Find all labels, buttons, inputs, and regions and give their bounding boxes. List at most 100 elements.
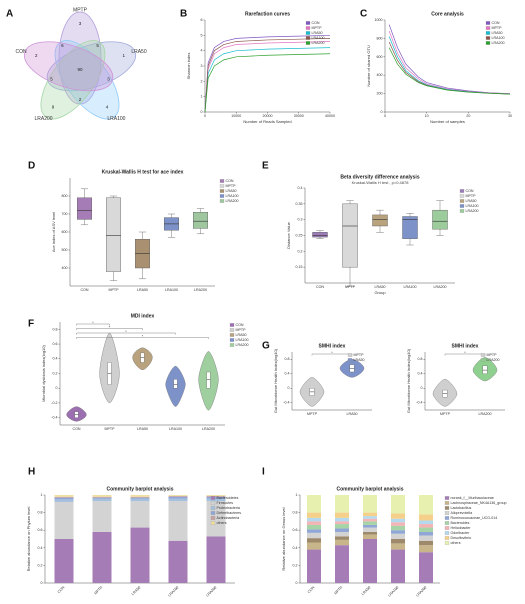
x-tick-label: MPTP <box>345 285 356 289</box>
legend-swatch <box>347 358 353 362</box>
x-tick-label: LRA200 <box>202 427 215 431</box>
box <box>432 209 448 230</box>
x-tick-label: LRA50 <box>131 586 142 597</box>
x-tick-label: LRA100 <box>404 285 417 289</box>
legend-label: MPTP <box>312 26 323 30</box>
legend-label: Bacteroidetes <box>217 496 239 500</box>
x-tick-label: LRA50 <box>361 586 372 597</box>
legend-swatch <box>459 194 465 198</box>
bar-segment <box>307 495 321 513</box>
legend-label: others <box>451 541 461 545</box>
y-axis-label: Number of shared OTU <box>366 45 371 87</box>
y-tick-label: 0.6 <box>38 528 43 532</box>
venn-set-label: LRA50 <box>131 49 147 55</box>
bar-segment <box>419 514 433 521</box>
legend-label: MPTP <box>487 353 498 357</box>
bar-segment <box>335 539 349 546</box>
legend-swatch <box>444 526 450 530</box>
legend-swatch <box>210 511 216 515</box>
significance-label: * <box>331 351 333 355</box>
y-tick-label: 600 <box>62 230 68 234</box>
venn-count: 5 <box>96 43 99 48</box>
y-tick-label: 0.35 <box>296 202 303 206</box>
bar-segment <box>335 536 349 540</box>
legend-swatch <box>229 338 235 342</box>
bar-segment <box>130 496 150 498</box>
bar-segment <box>168 495 188 496</box>
legend-swatch <box>485 36 491 40</box>
violin-box <box>173 379 178 389</box>
x-tick-label: CON <box>81 288 89 292</box>
bar-segment <box>391 533 405 539</box>
legend-swatch <box>480 358 486 362</box>
legend-swatch <box>480 353 486 357</box>
y-tick-label: 0.4 <box>418 372 423 376</box>
x-tick-label: LRA50 <box>347 412 358 416</box>
bar-segment <box>54 502 74 539</box>
y-tick-label: 0 <box>201 110 203 114</box>
chart-title: Rarefaction curves <box>245 11 290 17</box>
legend-swatch <box>459 204 465 208</box>
x-tick-label: 20000 <box>263 114 273 118</box>
chart-title: Core analysis <box>431 11 464 17</box>
y-tick-label: 0.4 <box>53 357 58 361</box>
x-tick-label: MPTP <box>307 412 318 416</box>
bar-segment <box>54 495 74 497</box>
bar-segment <box>168 498 188 502</box>
bar-segment <box>363 518 377 522</box>
legend-swatch <box>444 541 450 545</box>
y-tick-label: 0.4 <box>293 546 298 550</box>
significance-bracket <box>76 337 209 339</box>
legend-swatch <box>305 31 311 35</box>
y-tick-label: 0 <box>288 386 290 390</box>
bar-segment <box>307 512 321 518</box>
x-tick-label: LRA100 <box>165 288 178 292</box>
legend-swatch <box>444 496 450 500</box>
legend-swatch <box>219 189 225 193</box>
y-tick-label: 0.6 <box>293 528 298 532</box>
legend-label: Lachnospiraceae_NK4A136_group <box>451 501 507 505</box>
venn-count: 9 <box>52 104 55 109</box>
legend-swatch <box>444 501 450 505</box>
legend-swatch <box>459 199 465 203</box>
panel-letter: B <box>180 9 187 20</box>
bar-segment <box>307 549 321 583</box>
x-tick-label: LRA50 <box>375 285 386 289</box>
legend-swatch <box>219 194 225 198</box>
bar-segment <box>391 525 405 531</box>
box <box>106 197 121 272</box>
box <box>193 211 208 229</box>
legend-label: Proteobacteria <box>217 506 240 510</box>
x-tick-label: 40000 <box>325 114 335 118</box>
legend-label: LRA50 <box>354 358 365 362</box>
bar-segment <box>206 501 226 537</box>
legend-swatch <box>219 179 225 183</box>
venn-count: 2 <box>35 53 38 58</box>
significance-label: * <box>125 330 127 334</box>
bar-segment <box>419 495 433 515</box>
legend-swatch <box>210 521 216 525</box>
x-axis-label: Number of Reads Sampled <box>243 119 291 124</box>
bar-segment <box>363 531 377 535</box>
legend-swatch <box>229 343 235 347</box>
legend-swatch <box>444 536 450 540</box>
bar-segment <box>92 497 112 499</box>
bar-segment <box>206 498 226 502</box>
legend-swatch <box>210 501 216 505</box>
legend-label: CON <box>466 189 474 193</box>
y-axis-label: Ace index of ASV level <box>51 212 56 252</box>
bar-segment <box>419 552 433 583</box>
bar-segment <box>54 539 74 583</box>
significance-bracket <box>76 328 143 330</box>
legend-label: LRA200 <box>487 358 500 362</box>
bar-segment <box>363 539 377 583</box>
legend-label: MPTP <box>466 194 477 198</box>
bar-segment <box>335 524 349 529</box>
legend-swatch <box>305 26 311 30</box>
legend-label: Ruminococcaceae_UCG-014 <box>451 516 498 520</box>
venn-count: 3 <box>79 21 82 26</box>
legend-swatch <box>444 506 450 510</box>
y-tick-label: 0.2 <box>298 249 303 253</box>
bar-segment <box>130 527 150 583</box>
bar-segment <box>168 540 188 583</box>
